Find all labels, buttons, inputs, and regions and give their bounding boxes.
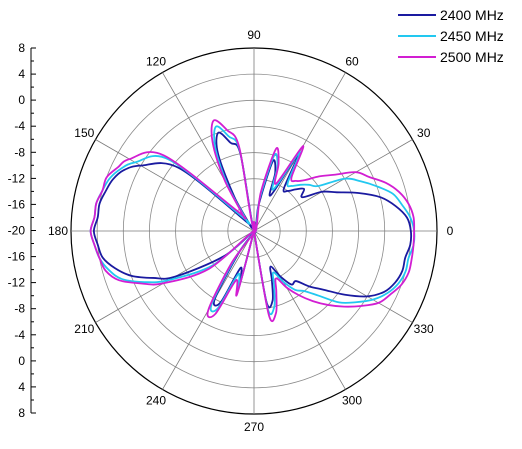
series-trace-1 bbox=[92, 131, 413, 309]
angle-labels: 0 30 60 90 120 150 180 210 240 270 300 330 bbox=[48, 28, 454, 434]
radial-tick-label: -4 bbox=[14, 119, 25, 133]
angle-label: 270 bbox=[244, 420, 264, 434]
radial-tick-label: 4 bbox=[18, 380, 25, 394]
radial-tick-label: 4 bbox=[18, 67, 25, 81]
angle-label: 0 bbox=[447, 224, 454, 238]
angle-label: 330 bbox=[414, 322, 434, 336]
angle-label: 30 bbox=[417, 126, 431, 140]
radial-tick-label: -8 bbox=[14, 302, 25, 316]
legend-label: 2400 MHz bbox=[440, 7, 504, 23]
radial-tick-label: 0 bbox=[18, 93, 25, 107]
grid-spoke bbox=[253, 230, 346, 390]
radial-tick-label: 8 bbox=[18, 41, 25, 55]
radial-tick-label: -4 bbox=[14, 328, 25, 342]
grid-spoke bbox=[95, 139, 255, 232]
series-trace-3 bbox=[89, 119, 416, 323]
angle-label: 180 bbox=[48, 224, 68, 238]
radial-tick-label: -16 bbox=[8, 197, 26, 211]
radial-tick-label: -20 bbox=[8, 224, 26, 238]
grid-spoke bbox=[253, 139, 413, 232]
angle-label: 210 bbox=[74, 322, 94, 336]
grid-spoke bbox=[253, 230, 413, 323]
series-layer bbox=[89, 119, 416, 323]
legend-label: 2500 MHz bbox=[440, 49, 504, 65]
radial-tick-label: -12 bbox=[8, 171, 26, 185]
radial-tick-label: -8 bbox=[14, 145, 25, 159]
angle-label: 240 bbox=[146, 394, 166, 408]
angle-label: 150 bbox=[74, 126, 94, 140]
legend-label: 2450 MHz bbox=[440, 28, 504, 44]
legend: 2400 MHz 2450 MHz 2500 MHz bbox=[398, 7, 504, 65]
angle-label: 90 bbox=[247, 28, 261, 42]
angle-label: 120 bbox=[146, 54, 166, 68]
angle-label: 60 bbox=[345, 54, 359, 68]
radial-axis: 8 4 0 -4 -8 -12 -16 -20 -16 -12 -8 -4 0 4 8 bbox=[8, 41, 36, 420]
angle-label: 300 bbox=[342, 394, 362, 408]
radial-tick-label: -12 bbox=[8, 276, 26, 290]
radial-tick-label: -16 bbox=[8, 250, 26, 264]
radial-tick-label: 8 bbox=[18, 406, 25, 420]
radial-tick-label: 0 bbox=[18, 354, 25, 368]
